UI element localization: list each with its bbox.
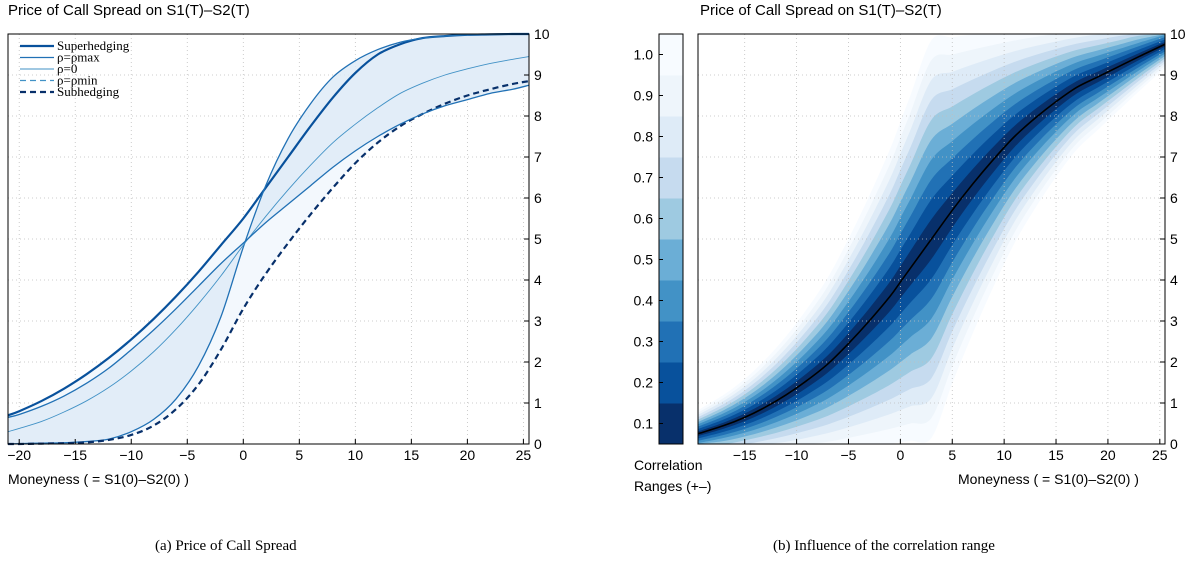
chart-a-x-tick-label: 10 xyxy=(348,447,364,463)
colorbar-tick-label: 1.0 xyxy=(634,47,654,63)
chart-b-title: Price of Call Spread on S1(T)–S2(T) xyxy=(700,2,942,19)
chart-a-x-tick-label: 15 xyxy=(404,447,420,463)
chart-a-legend-label: Subhedging xyxy=(57,84,120,99)
chart-a-legend-label: ρ=0 xyxy=(57,61,77,76)
caption-b: (b) Influence of the correlation range xyxy=(773,538,995,554)
colorbar-tick-label: 0.8 xyxy=(634,129,654,145)
colorbar-tick-label: 0.2 xyxy=(634,375,654,391)
chart-a-x-tick-label: 0 xyxy=(239,447,247,463)
chart-b-x-tick-label: 25 xyxy=(1152,447,1168,463)
chart-a-hedging-band xyxy=(8,33,529,445)
chart-b-y-tick-label: 7 xyxy=(1170,149,1178,165)
chart-b-x-ticks: −15 −10 −5 0 5 10 15 20 25 xyxy=(733,439,1168,463)
chart-b-x-tick-label: 0 xyxy=(896,447,904,463)
chart-b-y-tick-label: 5 xyxy=(1170,231,1178,247)
chart-a-fills xyxy=(8,33,529,445)
chart-a-x-tick-label: −10 xyxy=(119,447,143,463)
chart-a-x-tick-label: 20 xyxy=(460,447,476,463)
chart-a-y-tick-label: 2 xyxy=(534,354,542,370)
chart-a-x-tick-label: −5 xyxy=(179,447,195,463)
chart-a-x-tick-label: −20 xyxy=(7,447,31,463)
chart-a-y-tick-label: 10 xyxy=(534,26,550,42)
chart-a: Price of Call Spread on S1(T)–S2(T) −20−… xyxy=(7,2,549,487)
colorbar-label-line1: Correlation xyxy=(634,457,702,473)
chart-a-x-tick-label: −15 xyxy=(63,447,87,463)
chart-b-x-tick-label: 15 xyxy=(1048,447,1064,463)
chart-b-x-tick-label: −15 xyxy=(733,447,757,463)
chart-b-x-label: Moneyness ( = S1(0)–S2(0) ) xyxy=(958,471,1139,487)
chart-b-center-line xyxy=(697,43,1166,435)
chart-a-correlation-band xyxy=(8,33,529,445)
chart-a-y-tick-label: 5 xyxy=(534,231,542,247)
chart-b-y-tick-label: 8 xyxy=(1170,108,1178,124)
chart-a-x-tick-label: 5 xyxy=(295,447,303,463)
chart-a-legend-label: Superhedging xyxy=(57,38,130,53)
chart-b-y-tick-label: 4 xyxy=(1170,272,1178,288)
chart-a-y-tick-label: 7 xyxy=(534,149,542,165)
chart-b-y-tick-label: 0 xyxy=(1170,436,1178,452)
colorbar-label-line2: Ranges (+–) xyxy=(634,478,711,494)
colorbar-tick-label: 0.9 xyxy=(634,88,654,104)
chart-b-y-tick-label: 10 xyxy=(1170,26,1186,42)
caption-a: (a) Price of Call Spread xyxy=(155,538,297,554)
chart-b-colorbar: 0.1 0.2 0.3 0.4 0.5 0.6 0.7 0.8 0.9 1.0 xyxy=(634,33,684,445)
chart-a-x-tick-label: 25 xyxy=(516,447,532,463)
chart-a-line-rho-max xyxy=(7,33,530,445)
chart-a-y-tick-label: 6 xyxy=(534,190,542,206)
chart-b-y-tick-label: 2 xyxy=(1170,354,1178,370)
chart-b-y-tick-label: 9 xyxy=(1170,67,1178,83)
chart-a-line-rho-zero xyxy=(7,56,530,433)
chart-b-x-tick-label: −10 xyxy=(785,447,809,463)
colorbar-frame xyxy=(658,33,684,445)
chart-a-y-tick-label: 4 xyxy=(534,272,542,288)
chart-a-lines xyxy=(7,32,530,446)
colorbar-tick-label: 0.3 xyxy=(634,334,654,350)
chart-b-y-tick-label: 6 xyxy=(1170,190,1178,206)
chart-b-x-tick-label: −5 xyxy=(840,447,856,463)
chart-a-y-tick-label: 0 xyxy=(534,436,542,452)
chart-a-legend-label: ρ=ρmax xyxy=(57,50,100,65)
colorbar-tick-label: 0.7 xyxy=(634,170,654,186)
chart-a-x-ticks: −20 −15 −10 −5 0 5 10 15 20 25 xyxy=(7,439,531,463)
colorbar-tick-label: 0.4 xyxy=(634,293,654,309)
chart-b-x-tick-label: 20 xyxy=(1100,447,1116,463)
chart-b-y-tick-label: 3 xyxy=(1170,313,1178,329)
chart-a-y-tick-label: 8 xyxy=(534,108,542,124)
chart-b: Price of Call Spread on S1(T)–S2(T) −15−… xyxy=(634,2,1186,494)
chart-a-y-tick-label: 3 xyxy=(534,313,542,329)
chart-a-y-ticks: 0 1 2 3 4 5 6 7 8 9 10 xyxy=(524,26,550,452)
colorbar-tick-label: 0.6 xyxy=(634,211,654,227)
chart-a-x-label: Moneyness ( = S1(0)–S2(0) ) xyxy=(8,471,189,487)
chart-b-y-ticks: 0 1 2 3 4 5 6 7 8 9 10 xyxy=(1160,26,1186,452)
chart-a-y-tick-label: 9 xyxy=(534,67,542,83)
colorbar-tick-label: 0.1 xyxy=(634,416,654,432)
chart-a-y-tick-label: 1 xyxy=(534,395,542,411)
chart-a-line-rho-max-alt xyxy=(7,84,530,418)
colorbar-tick-label: 0.5 xyxy=(634,252,654,268)
chart-b-x-tick-label: 10 xyxy=(996,447,1012,463)
chart-b-x-tick-label: 5 xyxy=(948,447,956,463)
chart-b-y-tick-label: 1 xyxy=(1170,395,1178,411)
chart-a-legend-label: ρ=ρmin xyxy=(57,73,98,88)
chart-a-title: Price of Call Spread on S1(T)–S2(T) xyxy=(8,2,250,19)
